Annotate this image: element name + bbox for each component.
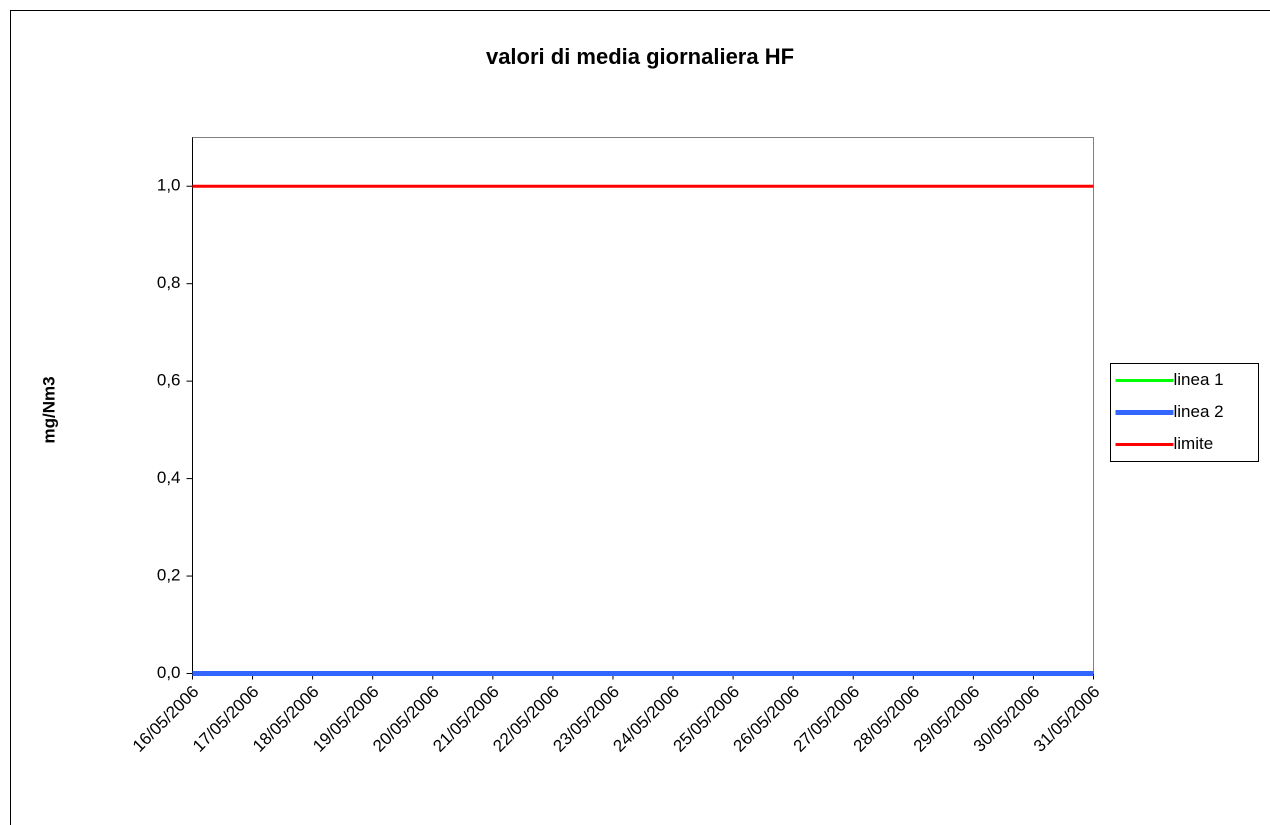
y-tick-label: 1,0 (157, 176, 181, 195)
chart-frame (10, 10, 1270, 825)
y-tick-label: 0,2 (157, 566, 181, 585)
chart-title: valori di media giornaliera HF (486, 44, 794, 69)
legend-label: limite (1174, 434, 1214, 453)
legend-label: linea 1 (1174, 370, 1224, 389)
y-tick-label: 0,6 (157, 371, 181, 390)
y-tick-label: 0,4 (157, 468, 181, 487)
y-tick-label: 0,0 (157, 663, 181, 682)
y-tick-label: 0,8 (157, 273, 181, 292)
legend-label: linea 2 (1174, 402, 1224, 421)
y-axis-label: mg/Nm3 (39, 376, 58, 443)
